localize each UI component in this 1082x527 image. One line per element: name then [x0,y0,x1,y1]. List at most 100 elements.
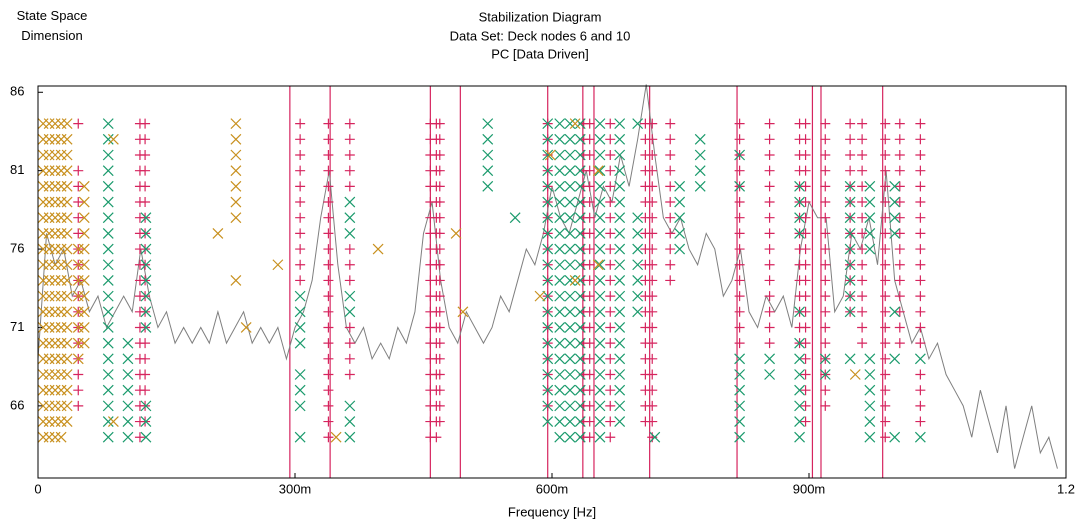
pole-marker [55,165,67,177]
pole-marker [55,337,67,349]
pole-marker [800,134,811,145]
pole-marker [820,291,831,302]
pole-marker [800,259,811,270]
pole-marker [694,133,706,145]
pole-marker [49,259,61,271]
pole-marker [78,212,90,224]
pole-marker [542,196,554,208]
pole-marker [574,337,586,349]
pole-marker [864,243,876,255]
pole-marker [894,275,905,286]
pole-marker [734,197,745,208]
pole-marker [594,118,606,130]
pole-marker [574,149,586,161]
pole-marker [594,275,606,286]
pole-marker [554,275,566,286]
pole-marker [323,338,334,349]
pole-marker [61,259,73,271]
pole-marker [55,275,67,286]
pole-marker [605,291,616,302]
pole-marker [434,197,445,208]
pole-marker [915,118,926,129]
pole-marker [564,243,576,255]
pole-marker [434,259,445,270]
pole-marker [614,227,626,239]
pole-marker [564,322,576,333]
pole-marker [632,212,644,224]
pole-marker [73,212,84,223]
pole-marker [734,338,745,349]
pole-marker [78,290,90,302]
x-tick-label: 300m [279,481,312,496]
pole-marker [55,369,67,380]
pole-marker [554,384,566,396]
pole-marker [55,290,67,302]
pole-marker [542,337,554,349]
pole-marker [915,134,926,145]
pole-marker [61,149,73,161]
pole-marker [140,322,152,333]
pole-marker [605,432,616,443]
pole-marker [55,243,67,255]
pole-marker [78,322,90,333]
pole-marker [864,431,876,443]
pole-marker [764,165,775,176]
pole-marker [78,196,90,208]
pole-marker [594,353,606,365]
pole-marker [61,196,73,208]
pole-marker [55,384,67,396]
pole-marker [323,197,334,208]
pole-marker [482,180,494,192]
pole-marker [605,306,616,317]
pole-marker [614,353,626,365]
pole-marker [55,133,67,145]
pole-marker [323,432,334,443]
pole-marker [800,244,811,255]
spectrum-line [37,84,1058,469]
pole-marker [574,369,586,380]
pole-marker [294,306,306,318]
pole-marker [43,337,55,349]
pole-marker [647,432,658,443]
pole-marker [820,165,831,176]
pole-marker [122,416,134,427]
pole-marker [61,400,73,412]
pole-marker [857,149,868,160]
pole-marker [554,227,566,239]
pole-marker [857,291,868,302]
pole-marker [880,432,891,443]
pole-marker [794,180,806,192]
pole-marker [140,353,151,364]
pole-marker [864,416,876,427]
pole-marker [800,165,811,176]
pole-marker [140,400,152,412]
pole-marker [49,243,61,255]
pole-marker [140,134,151,145]
pole-marker [632,306,644,318]
pole-marker [614,149,626,161]
pole-marker [542,180,554,192]
pole-marker [122,431,134,443]
pole-marker [894,306,905,317]
pole-marker [554,290,566,302]
pole-marker [894,118,905,129]
pole-marker [820,259,831,270]
pole-marker [864,227,876,239]
pole-marker [323,181,334,192]
pole-marker [434,165,445,176]
pole-marker [894,165,905,176]
pole-marker [434,118,445,129]
pole-marker [140,118,151,129]
pole-marker [212,227,224,239]
pole-marker [61,384,73,396]
pole-marker [605,244,616,255]
pole-marker [734,275,745,286]
pole-marker [564,416,576,427]
pole-marker [594,180,606,192]
pole-marker [880,416,891,427]
pole-marker [43,306,55,318]
pole-marker [794,416,806,427]
pole-marker [78,275,90,286]
pole-marker [794,400,806,412]
pole-marker [764,118,775,129]
